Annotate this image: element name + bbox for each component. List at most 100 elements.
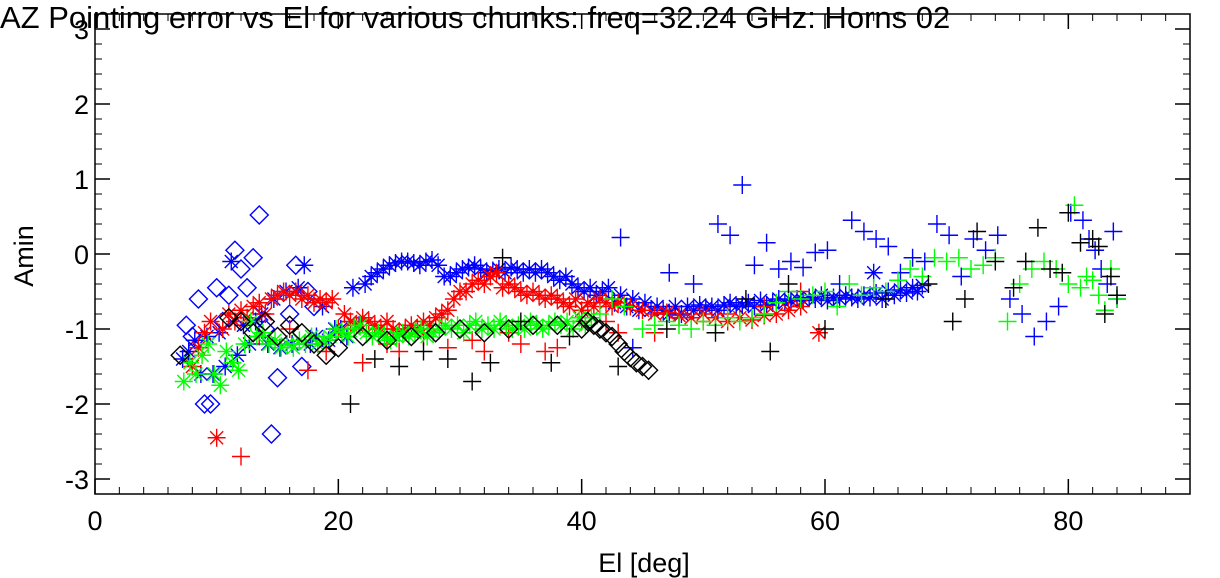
plus-marker xyxy=(791,290,810,308)
plus-marker xyxy=(1108,286,1126,305)
asterisk-marker xyxy=(481,267,500,286)
asterisk-marker xyxy=(465,256,484,275)
diamond-marker xyxy=(596,322,616,343)
plus-marker xyxy=(511,312,530,331)
data-points xyxy=(170,176,1126,466)
plus-marker xyxy=(974,256,993,275)
plus-marker xyxy=(682,320,701,338)
asterisk-marker xyxy=(412,320,431,338)
asterisk-marker xyxy=(326,320,345,338)
asterisk-marker xyxy=(332,323,351,342)
y-tick-label: 0 xyxy=(74,240,89,270)
y-axis-title: Amin xyxy=(9,225,39,287)
asterisk-marker xyxy=(590,290,609,308)
asterisk-marker xyxy=(368,263,387,282)
asterisk-marker xyxy=(551,316,570,335)
diamond-marker xyxy=(255,311,276,332)
plus-marker xyxy=(1049,297,1068,316)
diamond-marker xyxy=(304,334,324,354)
asterisk-marker xyxy=(800,288,819,307)
diamond-marker xyxy=(474,322,495,343)
diamond-marker xyxy=(267,326,288,347)
asterisk-marker xyxy=(505,278,524,297)
asterisk-marker xyxy=(503,320,522,338)
diamond-marker xyxy=(255,319,276,339)
asterisk-marker xyxy=(193,346,212,365)
asterisk-marker xyxy=(566,290,585,308)
asterisk-marker xyxy=(375,327,394,346)
plus-marker xyxy=(660,263,679,282)
asterisk-marker xyxy=(345,320,364,338)
asterisk-marker xyxy=(266,331,285,350)
asterisk-marker xyxy=(199,335,218,353)
plus-marker xyxy=(976,241,995,260)
asterisk-marker xyxy=(548,290,567,308)
asterisk-marker xyxy=(341,312,360,331)
plus-marker xyxy=(852,286,871,305)
asterisk-marker xyxy=(232,301,250,320)
plus-marker xyxy=(755,305,774,323)
plus-marker xyxy=(915,252,934,271)
asterisk-marker xyxy=(365,316,384,335)
asterisk-marker xyxy=(183,357,202,376)
diamond-marker xyxy=(249,205,270,225)
plus-marker xyxy=(657,320,676,338)
plus-marker xyxy=(414,342,433,361)
asterisk-marker xyxy=(584,297,603,316)
asterisk-marker xyxy=(228,346,247,365)
plus-marker xyxy=(733,176,752,194)
diamond-marker xyxy=(328,337,349,358)
asterisk-marker xyxy=(830,290,849,308)
asterisk-marker xyxy=(207,428,226,447)
diamond-marker xyxy=(583,315,604,336)
asterisk-marker xyxy=(491,312,510,331)
asterisk-marker xyxy=(562,275,581,293)
diamond-marker xyxy=(626,352,647,373)
asterisk-marker xyxy=(678,297,697,316)
plus-marker xyxy=(743,308,761,327)
asterisk-marker xyxy=(530,286,549,305)
plus-marker xyxy=(298,361,317,380)
asterisk-marker xyxy=(404,254,423,272)
plus-marker xyxy=(542,353,561,372)
plus-marker xyxy=(1041,260,1060,278)
plus-marker xyxy=(998,312,1017,331)
diamond-marker xyxy=(231,259,251,279)
asterisk-marker xyxy=(489,260,508,278)
plus-marker xyxy=(1095,305,1114,323)
asterisk-marker xyxy=(185,331,204,350)
asterisk-marker xyxy=(424,323,443,342)
asterisk-marker xyxy=(289,278,308,297)
asterisk-marker xyxy=(186,365,205,383)
asterisk-marker xyxy=(514,263,533,282)
asterisk-marker xyxy=(550,271,569,290)
asterisk-marker xyxy=(682,308,701,327)
asterisk-marker xyxy=(569,278,588,297)
plus-marker xyxy=(645,316,664,335)
y-tick-label: 2 xyxy=(74,90,89,120)
asterisk-marker xyxy=(414,312,433,331)
diamond-marker xyxy=(231,311,251,332)
asterisk-marker xyxy=(739,293,758,312)
diamond-marker xyxy=(182,326,203,347)
asterisk-marker xyxy=(578,293,597,312)
plus-marker xyxy=(560,327,579,346)
asterisk-marker xyxy=(197,327,216,346)
asterisk-marker xyxy=(343,278,362,297)
plus-marker xyxy=(463,372,482,391)
plus-marker xyxy=(1104,222,1123,241)
diamond-marker xyxy=(498,319,519,339)
plus-marker xyxy=(481,353,500,372)
plus-marker xyxy=(623,338,642,357)
plus-marker xyxy=(962,260,980,278)
plus-marker xyxy=(761,342,780,361)
asterisk-marker xyxy=(499,275,518,293)
plus-marker xyxy=(1098,275,1117,293)
plus-marker xyxy=(816,282,834,301)
diamond-marker xyxy=(170,345,191,366)
plus-marker xyxy=(943,312,962,331)
asterisk-marker xyxy=(560,297,579,316)
asterisk-marker xyxy=(471,260,490,278)
asterisk-marker xyxy=(696,299,715,317)
asterisk-marker xyxy=(721,293,740,312)
